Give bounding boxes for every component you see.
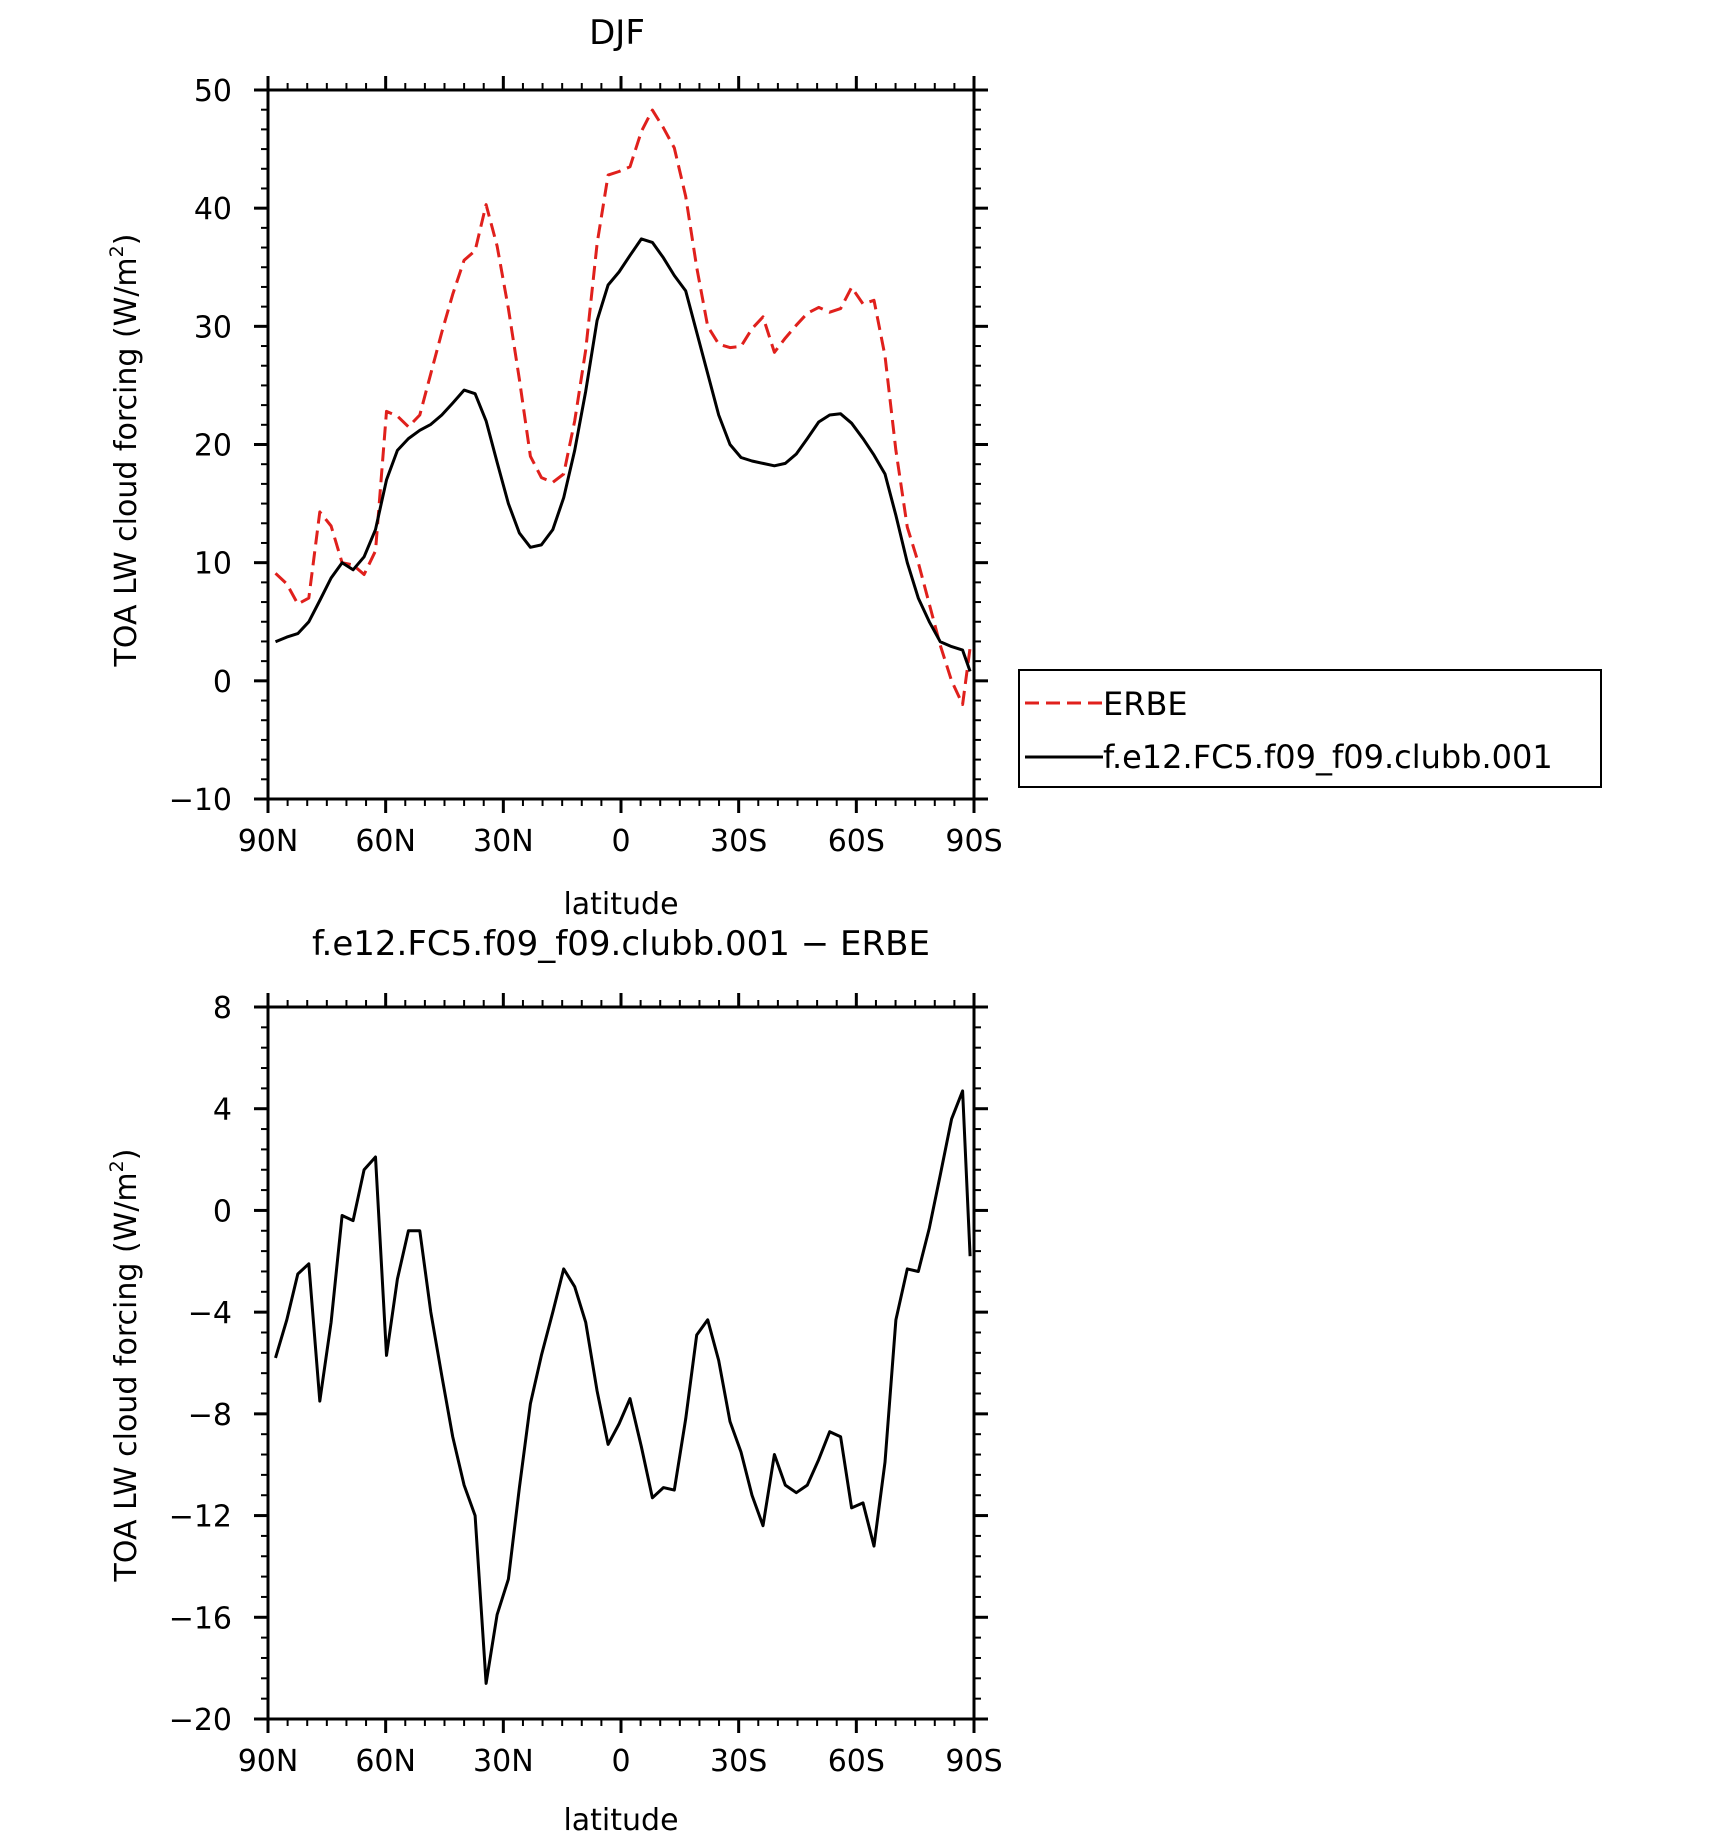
bottom-x-tick-label: 90N — [238, 1744, 299, 1779]
legend-box — [1018, 669, 1602, 788]
top-x-tick-label: 90S — [945, 824, 1002, 859]
top-chart-panel: DJF 90N 60N 30N 0 30S 60S 90S −10 0 10 20 30 40 50 la… — [106, 13, 1602, 922]
legend-label-erbe: ERBE — [1103, 685, 1188, 723]
bottom-x-tick-label: 60N — [355, 1744, 416, 1779]
bottom-y-tick-label: −12 — [169, 1500, 232, 1535]
top-y-tick-label: 40 — [194, 192, 232, 227]
bottom-x-tick-label: 30N — [473, 1744, 534, 1779]
bottom-series-line-0 — [274, 1089, 972, 1685]
top-series-line-1 — [274, 237, 972, 672]
top-x-tick-label: 30N — [473, 824, 534, 859]
bottom-x-tick-label: 60S — [828, 1744, 885, 1779]
bottom-plot-area: 90N 60N 30N 0 30S 60S 90S −20 −16 −12 −8 −4 0 4 8 — [169, 991, 1003, 1779]
top-y-tick-label: 30 — [194, 310, 232, 345]
bottom-y-tick-label: 0 — [213, 1194, 232, 1229]
top-y-tick-label: −10 — [169, 783, 232, 818]
bottom-plot-frame — [266, 1005, 976, 1721]
top-series-line-0 — [274, 108, 972, 706]
bottom-x-axis-label: latitude — [563, 1803, 678, 1838]
top-x-axis-label: latitude — [563, 887, 678, 922]
top-y-tick-label: 20 — [194, 429, 232, 464]
top-y-tick-label: 10 — [194, 547, 232, 582]
top-x-tick-label: 60S — [828, 824, 885, 859]
bottom-x-tick-label: 30S — [710, 1744, 767, 1779]
bottom-y-tick-label: −4 — [188, 1296, 232, 1331]
legend: ERBE f.e12.FC5.f09_f09.clubb.001 — [1018, 669, 1602, 788]
bottom-y-tick-label: −20 — [169, 1703, 232, 1738]
top-x-tick-label: 60N — [355, 824, 416, 859]
bottom-x-tick-label: 0 — [611, 1744, 630, 1779]
bottom-chart-title: f.e12.FC5.f09_f09.clubb.001 − ERBE — [312, 924, 930, 964]
bottom-y-axis-label: TOA LW cloud forcing (W/m2) — [106, 1149, 144, 1583]
top-y-tick-label: 50 — [194, 74, 232, 109]
bottom-y-tick-label: −8 — [188, 1398, 232, 1433]
top-plot-area: 90N 60N 30N 0 30S 60S 90S −10 0 10 20 30 40 50 — [169, 74, 1003, 859]
legend-label-model: f.e12.FC5.f09_f09.clubb.001 — [1103, 738, 1553, 776]
bottom-y-tick-label: 4 — [213, 1093, 232, 1128]
bottom-y-tick-label: 8 — [213, 991, 232, 1026]
top-y-axis-label: TOA LW cloud forcing (W/m2) — [106, 234, 144, 668]
top-y-tick-label: 0 — [213, 665, 232, 700]
top-x-tick-label: 30S — [710, 824, 767, 859]
top-chart-title: DJF — [589, 13, 645, 53]
top-x-tick-label: 90N — [238, 824, 299, 859]
bottom-x-tick-label: 90S — [945, 1744, 1002, 1779]
top-x-tick-label: 0 — [611, 824, 630, 859]
bottom-chart-panel: f.e12.FC5.f09_f09.clubb.001 − ERBE 90N 60… — [106, 924, 1003, 1838]
bottom-y-tick-label: −16 — [169, 1601, 232, 1636]
